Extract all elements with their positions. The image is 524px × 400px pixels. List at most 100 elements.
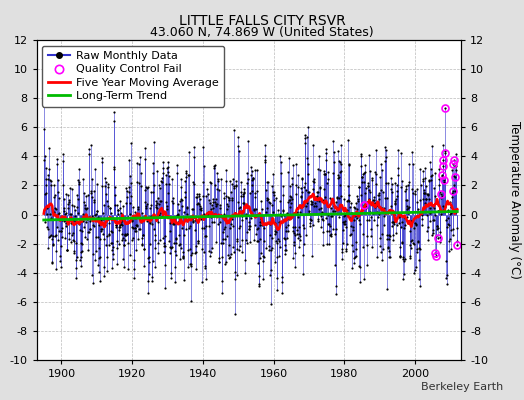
Point bbox=[166, 250, 174, 256]
Point bbox=[239, 189, 248, 195]
Point bbox=[157, 198, 166, 204]
Point bbox=[178, 224, 187, 231]
Point bbox=[439, 142, 447, 148]
Point bbox=[77, 254, 85, 260]
Point bbox=[416, 246, 424, 252]
Point bbox=[298, 175, 307, 182]
Point bbox=[385, 232, 394, 238]
Point bbox=[277, 170, 285, 176]
Point bbox=[160, 243, 169, 249]
Point bbox=[134, 236, 143, 242]
Point bbox=[155, 182, 163, 188]
Point bbox=[184, 149, 193, 156]
Point bbox=[72, 257, 81, 264]
Point bbox=[196, 196, 204, 202]
Point bbox=[323, 240, 331, 247]
Point bbox=[255, 255, 264, 262]
Point bbox=[322, 157, 330, 164]
Point bbox=[128, 224, 136, 230]
Point bbox=[277, 274, 286, 280]
Point bbox=[255, 283, 263, 290]
Point bbox=[441, 148, 449, 154]
Point bbox=[133, 179, 141, 185]
Point bbox=[149, 160, 158, 166]
Point bbox=[108, 251, 117, 257]
Point bbox=[70, 238, 78, 244]
Point bbox=[450, 173, 458, 180]
Point bbox=[51, 192, 59, 199]
Point bbox=[150, 225, 158, 232]
Point bbox=[419, 175, 427, 182]
Point bbox=[436, 229, 445, 236]
Point bbox=[213, 170, 221, 176]
Point bbox=[352, 200, 360, 206]
Point bbox=[248, 181, 256, 188]
Point bbox=[391, 201, 399, 208]
Point bbox=[70, 250, 78, 256]
Point bbox=[46, 177, 54, 184]
Point bbox=[51, 233, 59, 239]
Point bbox=[434, 208, 443, 214]
Point bbox=[408, 149, 417, 155]
Point bbox=[284, 222, 292, 228]
Point bbox=[344, 182, 352, 189]
Point bbox=[391, 196, 400, 202]
Point bbox=[213, 201, 221, 208]
Point bbox=[263, 194, 271, 201]
Point bbox=[106, 205, 114, 211]
Point bbox=[63, 246, 71, 253]
Point bbox=[320, 186, 328, 192]
Point bbox=[171, 240, 180, 246]
Point bbox=[138, 210, 147, 216]
Point bbox=[323, 169, 332, 175]
Point bbox=[123, 194, 131, 200]
Point bbox=[264, 220, 272, 226]
Point bbox=[148, 274, 156, 280]
Point bbox=[181, 189, 189, 195]
Point bbox=[78, 227, 86, 234]
Point bbox=[106, 215, 114, 222]
Point bbox=[445, 248, 453, 254]
Point bbox=[269, 208, 278, 215]
Point bbox=[425, 218, 434, 224]
Point bbox=[93, 208, 101, 215]
Point bbox=[187, 252, 195, 258]
Point bbox=[420, 190, 429, 196]
Point bbox=[438, 172, 446, 179]
Point bbox=[203, 212, 211, 218]
Point bbox=[310, 202, 318, 209]
Point bbox=[397, 178, 406, 184]
Point bbox=[111, 184, 119, 190]
Point bbox=[296, 232, 304, 239]
Point bbox=[319, 217, 328, 224]
Point bbox=[408, 186, 417, 193]
Point bbox=[261, 187, 270, 193]
Point bbox=[124, 188, 133, 195]
Point bbox=[276, 244, 284, 250]
Point bbox=[449, 232, 457, 238]
Point bbox=[80, 190, 88, 196]
Point bbox=[396, 254, 404, 260]
Point bbox=[241, 201, 249, 208]
Point bbox=[267, 266, 275, 273]
Point bbox=[304, 189, 313, 195]
Point bbox=[193, 201, 202, 207]
Point bbox=[431, 250, 440, 256]
Point bbox=[298, 203, 307, 210]
Point bbox=[271, 259, 279, 265]
Point bbox=[137, 182, 145, 189]
Point bbox=[388, 223, 396, 230]
Point bbox=[355, 216, 363, 223]
Point bbox=[357, 151, 365, 157]
Point bbox=[172, 212, 181, 219]
Point bbox=[49, 240, 57, 247]
Legend: Raw Monthly Data, Quality Control Fail, Five Year Moving Average, Long-Term Tren: Raw Monthly Data, Quality Control Fail, … bbox=[42, 46, 224, 107]
Point bbox=[300, 240, 308, 247]
Point bbox=[119, 256, 127, 262]
Text: 43.060 N, 74.869 W (United States): 43.060 N, 74.869 W (United States) bbox=[150, 26, 374, 39]
Point bbox=[208, 219, 216, 225]
Point bbox=[207, 249, 215, 256]
Point bbox=[401, 222, 409, 228]
Point bbox=[253, 167, 261, 174]
Point bbox=[203, 213, 212, 220]
